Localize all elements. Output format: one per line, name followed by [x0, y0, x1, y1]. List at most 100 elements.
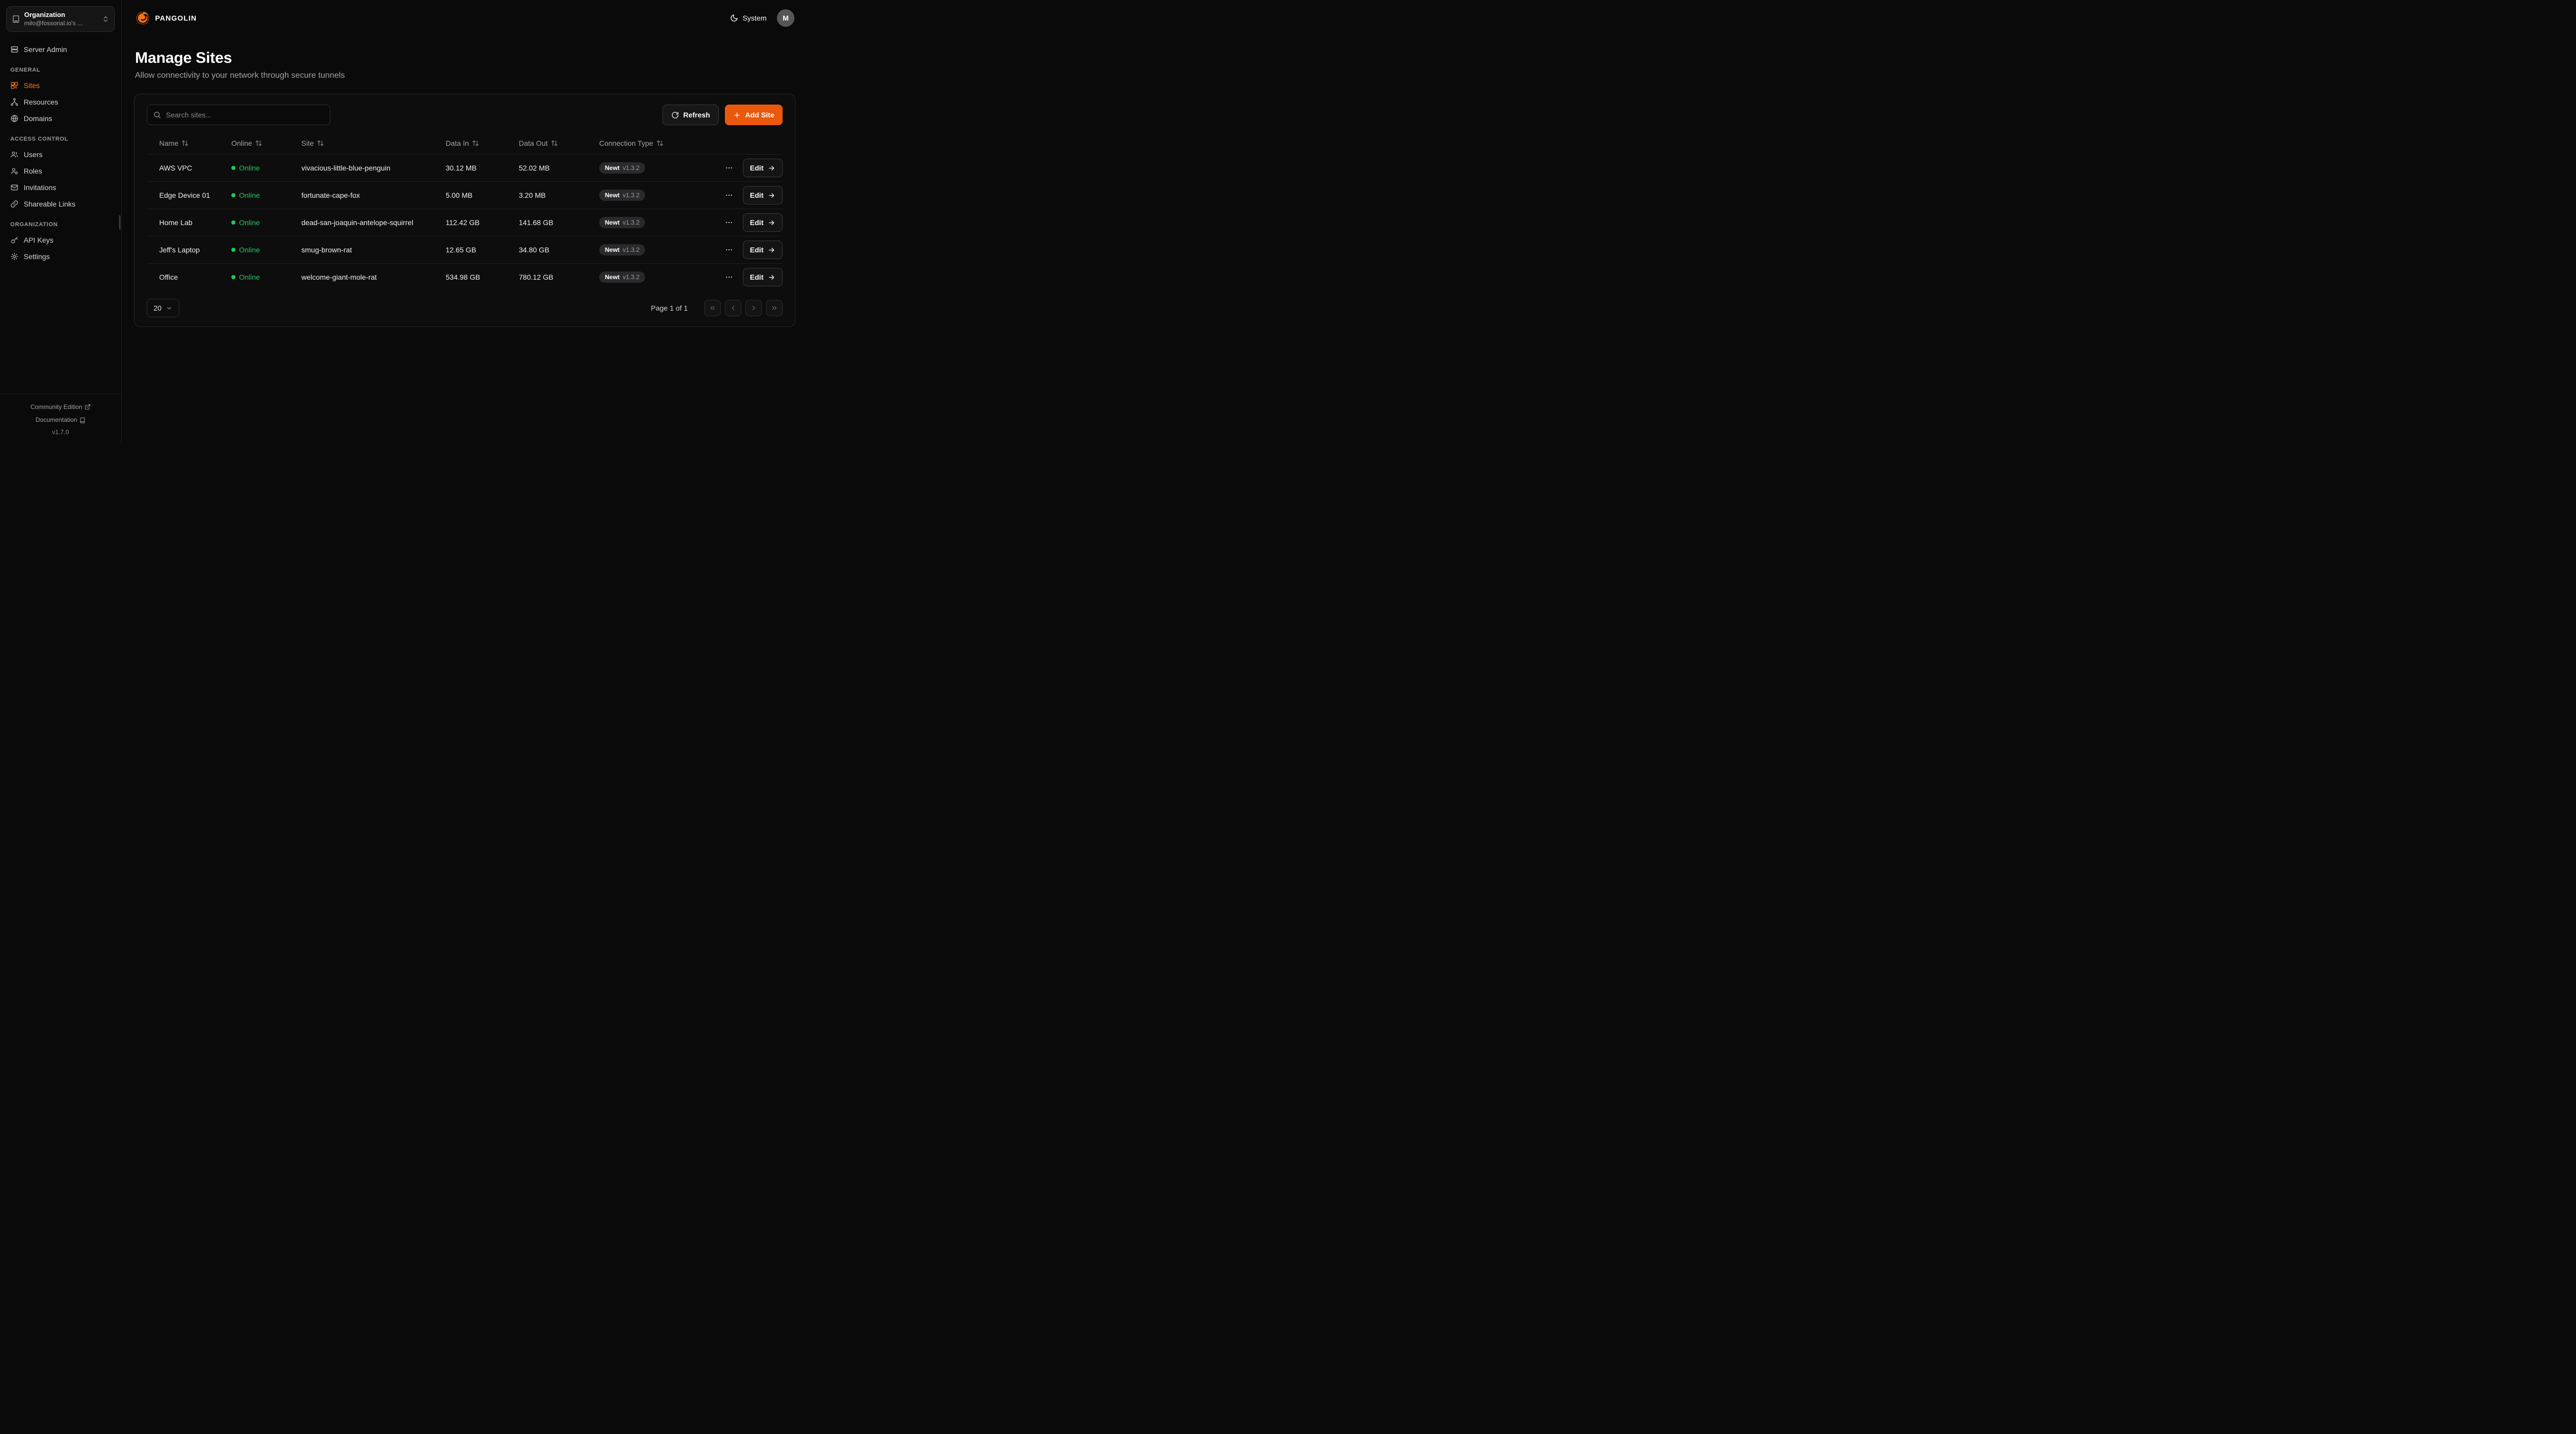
online-label: Online: [239, 273, 260, 281]
first-page-button[interactable]: [704, 300, 721, 316]
users-icon: [10, 150, 19, 159]
page-size-select[interactable]: 20: [147, 299, 179, 317]
sidebar-item-label: API Keys: [24, 236, 54, 245]
sidebar-item-label: Sites: [24, 81, 40, 90]
moon-icon: [730, 14, 738, 22]
ellipsis-icon: [725, 218, 733, 227]
sidebar-item-settings[interactable]: Settings: [6, 248, 115, 265]
site-slug: welcome-giant-mole-rat: [301, 273, 377, 281]
column-header-data-out[interactable]: Data Out: [519, 139, 599, 147]
column-header-name[interactable]: Name: [159, 139, 231, 147]
edit-button[interactable]: Edit: [742, 213, 783, 232]
brand[interactable]: PANGOLIN: [135, 10, 197, 26]
sidebar-item-users[interactable]: Users: [6, 146, 115, 163]
connection-type: Newt: [605, 192, 620, 199]
page-subtitle: Allow connectivity to your network throu…: [135, 71, 345, 80]
column-header-data-in[interactable]: Data In: [446, 139, 519, 147]
app-root: Organization milo@fossorial.io's ... Ser…: [0, 0, 808, 443]
online-label: Online: [239, 191, 260, 199]
sidebar-item-resources[interactable]: Resources: [6, 94, 115, 110]
prev-page-button[interactable]: [725, 300, 741, 316]
row-menu-button[interactable]: [723, 162, 735, 174]
sidebar-item-server-admin[interactable]: Server Admin: [6, 41, 115, 58]
online-status: Online: [231, 273, 301, 281]
ellipsis-icon: [725, 164, 733, 172]
online-dot-icon: [231, 275, 235, 279]
edit-label: Edit: [750, 246, 764, 254]
site-slug: vivacious-little-blue-penguin: [301, 164, 391, 172]
book-icon: [79, 417, 86, 423]
online-status: Online: [231, 218, 301, 227]
column-header-online[interactable]: Online: [231, 139, 301, 147]
data-in-value: 534.98 GB: [446, 273, 480, 281]
table-row: Office Online welcome-giant-mole-rat 534…: [147, 263, 783, 291]
data-out-value: 3.20 MB: [519, 191, 546, 199]
sidebar-item-roles[interactable]: Roles: [6, 163, 115, 179]
external-link-icon: [84, 404, 91, 410]
table-row: Jeff's Laptop Online smug-brown-rat 12.6…: [147, 236, 783, 263]
key-icon: [10, 236, 19, 244]
connection-type: Newt: [605, 164, 620, 172]
site-name: Edge Device 01: [159, 191, 210, 199]
edit-button[interactable]: Edit: [742, 268, 783, 286]
column-header-site[interactable]: Site: [301, 139, 446, 147]
sidebar-item-invitations[interactable]: Invitations: [6, 179, 115, 196]
row-menu-button[interactable]: [723, 216, 735, 229]
documentation-link[interactable]: Documentation: [36, 415, 86, 425]
section-label-organization: ORGANIZATION: [10, 221, 58, 228]
connection-type-badge: Newt v1.3.2: [599, 244, 646, 255]
brand-name: PANGOLIN: [155, 14, 197, 22]
edit-button[interactable]: Edit: [742, 159, 783, 177]
online-label: Online: [239, 164, 260, 172]
sidebar-item-shareable-links[interactable]: Shareable Links: [6, 196, 115, 212]
connection-version: v1.3.2: [622, 274, 640, 281]
sidebar-item-label: Invitations: [24, 183, 57, 192]
org-picker[interactable]: Organization milo@fossorial.io's ...: [6, 6, 115, 32]
sidebar-scrollbar[interactable]: [119, 215, 121, 230]
refresh-label: Refresh: [683, 111, 710, 119]
column-header-connection-type[interactable]: Connection Type: [599, 139, 719, 147]
edit-button[interactable]: Edit: [742, 241, 783, 259]
sites-toolbar: Refresh Add Site: [147, 105, 783, 125]
data-out-value: 780.12 GB: [519, 273, 553, 281]
sidebar-item-label: Settings: [24, 252, 50, 261]
sidebar-item-sites[interactable]: Sites: [6, 77, 115, 94]
theme-toggle[interactable]: System: [730, 14, 767, 22]
refresh-button[interactable]: Refresh: [663, 105, 719, 125]
data-in-value: 5.00 MB: [446, 191, 473, 199]
search-input[interactable]: [147, 105, 330, 125]
sidebar-item-api-keys[interactable]: API Keys: [6, 232, 115, 248]
sidebar-item-domains[interactable]: Domains: [6, 110, 115, 127]
ellipsis-icon: [725, 246, 733, 254]
connection-type-badge: Newt v1.3.2: [599, 190, 646, 201]
site-name: AWS VPC: [159, 164, 193, 172]
add-site-button[interactable]: Add Site: [725, 105, 783, 125]
data-out-value: 34.80 GB: [519, 246, 550, 254]
connection-type: Newt: [605, 219, 620, 226]
row-menu-button[interactable]: [723, 244, 735, 256]
section-label-general: GENERAL: [10, 67, 41, 74]
mail-icon: [10, 183, 19, 192]
chevrons-left-icon: [709, 304, 716, 312]
sidebar: Organization milo@fossorial.io's ... Ser…: [0, 0, 122, 443]
arrow-right-icon: [768, 164, 775, 172]
edit-label: Edit: [750, 164, 764, 172]
avatar[interactable]: M: [777, 9, 794, 27]
ellipsis-icon: [725, 191, 733, 199]
chevron-right-icon: [750, 304, 757, 312]
next-page-button[interactable]: [745, 300, 762, 316]
row-menu-button[interactable]: [723, 189, 735, 201]
chevron-left-icon: [730, 304, 737, 312]
chevrons-up-down-icon: [102, 15, 109, 23]
building-icon: [12, 15, 20, 23]
app-version: v1.7.0: [52, 429, 69, 436]
connection-version: v1.3.2: [622, 192, 640, 199]
last-page-button[interactable]: [766, 300, 783, 316]
row-menu-button[interactable]: [723, 271, 735, 283]
community-edition-link[interactable]: Community Edition: [30, 402, 91, 412]
plus-icon: [733, 111, 741, 119]
site-slug: smug-brown-rat: [301, 246, 352, 254]
edit-label: Edit: [750, 191, 764, 199]
edit-button[interactable]: Edit: [742, 186, 783, 204]
sidebar-item-label: Resources: [24, 98, 58, 107]
